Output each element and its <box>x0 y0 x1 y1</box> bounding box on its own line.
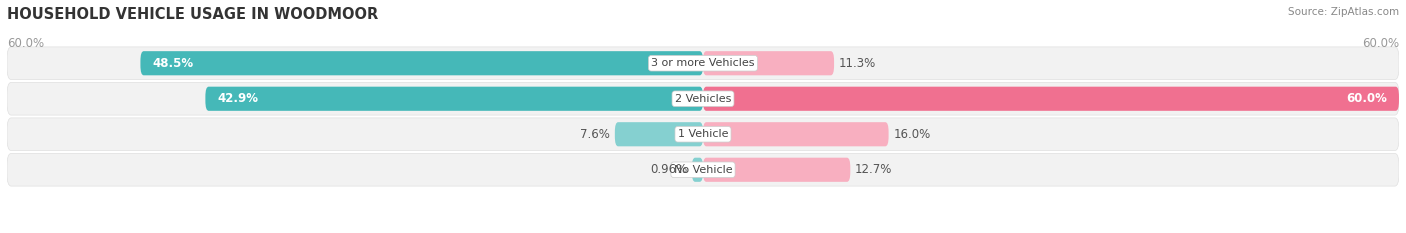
Text: 42.9%: 42.9% <box>217 92 257 105</box>
FancyBboxPatch shape <box>7 118 1399 151</box>
Text: 60.0%: 60.0% <box>7 37 44 50</box>
FancyBboxPatch shape <box>703 122 889 146</box>
FancyBboxPatch shape <box>692 158 703 182</box>
Text: 7.6%: 7.6% <box>581 128 610 141</box>
FancyBboxPatch shape <box>7 47 1399 80</box>
Text: HOUSEHOLD VEHICLE USAGE IN WOODMOOR: HOUSEHOLD VEHICLE USAGE IN WOODMOOR <box>7 7 378 22</box>
Text: 0.96%: 0.96% <box>650 163 688 176</box>
Text: 48.5%: 48.5% <box>152 57 193 70</box>
Text: 16.0%: 16.0% <box>893 128 931 141</box>
FancyBboxPatch shape <box>703 87 1399 111</box>
Text: Source: ZipAtlas.com: Source: ZipAtlas.com <box>1288 7 1399 17</box>
Text: No Vehicle: No Vehicle <box>673 165 733 175</box>
Text: 12.7%: 12.7% <box>855 163 893 176</box>
FancyBboxPatch shape <box>205 87 703 111</box>
FancyBboxPatch shape <box>703 51 834 75</box>
FancyBboxPatch shape <box>703 158 851 182</box>
FancyBboxPatch shape <box>7 82 1399 115</box>
Text: 1 Vehicle: 1 Vehicle <box>678 129 728 139</box>
FancyBboxPatch shape <box>141 51 703 75</box>
Text: 60.0%: 60.0% <box>1347 92 1388 105</box>
Text: 2 Vehicles: 2 Vehicles <box>675 94 731 104</box>
FancyBboxPatch shape <box>614 122 703 146</box>
Text: 60.0%: 60.0% <box>1362 37 1399 50</box>
Text: 3 or more Vehicles: 3 or more Vehicles <box>651 58 755 68</box>
FancyBboxPatch shape <box>7 153 1399 186</box>
Text: 11.3%: 11.3% <box>839 57 876 70</box>
